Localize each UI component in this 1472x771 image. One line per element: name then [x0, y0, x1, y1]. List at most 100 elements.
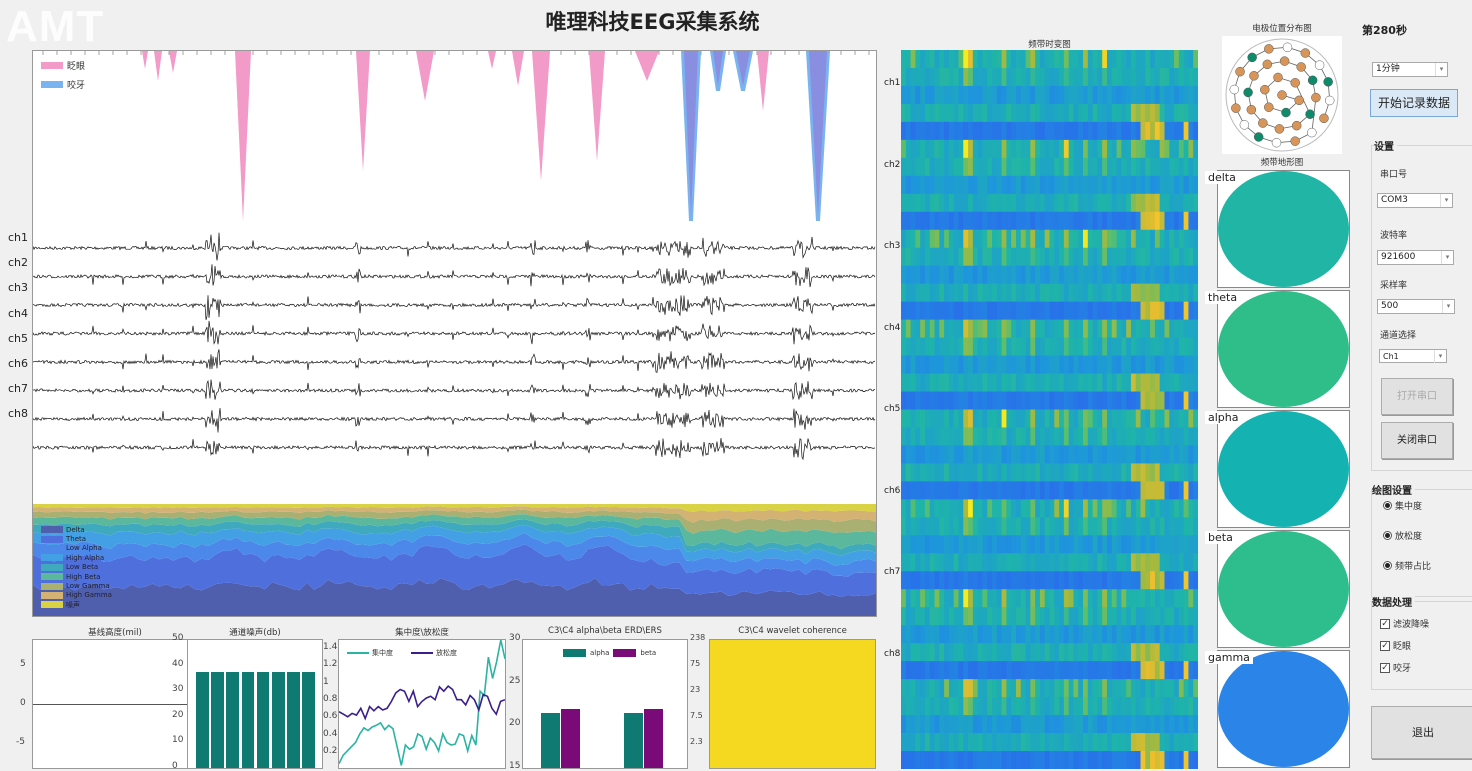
heatmap-cell: [1039, 283, 1046, 303]
heatmap-cell: [1183, 373, 1189, 392]
heatmap-cell: [963, 301, 969, 321]
heatmap-cell: [1164, 409, 1170, 428]
heatmap-cell: [1154, 67, 1161, 87]
heatmap-cell: [987, 589, 993, 608]
checkbox-blink[interactable]: ✓ 眨眼: [1380, 639, 1411, 652]
heatmap-cell: [1130, 103, 1137, 123]
heatmap-cell: [1049, 175, 1055, 195]
start-record-button[interactable]: 开始记录数据: [1370, 89, 1458, 117]
heatmap-cell: [963, 211, 969, 231]
heatmap-cell: [1169, 337, 1175, 356]
heatmap-cell: [1078, 535, 1084, 554]
heatmap-cell: [1178, 50, 1185, 69]
heatmap-cell: [1174, 175, 1180, 195]
heatmap-cell: [1111, 427, 1117, 446]
heatmap-cell: [924, 265, 931, 285]
heatmap-cell: [1087, 391, 1094, 410]
heatmap-cell: [920, 715, 926, 734]
heatmap-cell: [1111, 607, 1117, 626]
heatmap-cell: [1135, 427, 1141, 446]
heatmap-cell: [996, 499, 1002, 518]
heatmap-cell: [948, 643, 955, 662]
heatmap-cell: [1083, 247, 1089, 267]
heatmap-cell: [1183, 211, 1189, 231]
heatmap-cell: [939, 211, 945, 231]
heatmap-cell: [1068, 697, 1074, 716]
heatmap-cell: [1130, 319, 1137, 339]
heatmap-cell: [1020, 211, 1026, 231]
heatmap-cell: [901, 283, 907, 303]
heatmap-cell: [982, 50, 988, 69]
heatmap-cell: [1001, 445, 1007, 464]
heatmap-cell: [1135, 211, 1141, 231]
heatmap-cell: [1106, 337, 1113, 356]
baud-dropdown[interactable]: 921600 ▾: [1377, 250, 1454, 265]
heatmap-cell: [1011, 463, 1017, 482]
heatmap-cell: [915, 301, 921, 321]
heatmap-cell: [1001, 733, 1007, 752]
rate-dropdown[interactable]: 500 ▾: [1377, 299, 1455, 314]
radio-focus[interactable]: 集中度: [1383, 499, 1422, 512]
checkbox-bite[interactable]: ✓ 咬牙: [1380, 661, 1411, 674]
open-port-button[interactable]: 打开串口: [1381, 378, 1453, 415]
heatmap-cell: [972, 733, 979, 752]
heatmap-cell: [1116, 139, 1122, 159]
heatmap-cell: [1097, 733, 1103, 752]
heatmap-cell: [1063, 283, 1070, 303]
heatmap-cell: [996, 319, 1002, 339]
close-port-button[interactable]: 关闭串口: [1381, 422, 1453, 459]
heatmap-cell: [920, 265, 926, 285]
heatmap-cell: [1035, 697, 1041, 716]
heatmap-cell: [1145, 661, 1151, 680]
chevron-down-icon: ▾: [1435, 63, 1447, 76]
duration-dropdown[interactable]: 1分钟 ▾: [1372, 62, 1448, 77]
heatmap-cell: [1154, 85, 1161, 105]
heatmap-cell: [1030, 139, 1036, 159]
heatmap-cell: [1073, 481, 1079, 500]
heatmap-cell: [963, 391, 969, 410]
heatmap-cell: [968, 103, 974, 123]
heatmap-cell: [1111, 67, 1117, 87]
heatmap-cell: [1154, 499, 1161, 518]
heatmap-cell: [1169, 589, 1175, 608]
heatmap-cell: [996, 751, 1002, 769]
heatmap-cell: [944, 283, 950, 303]
heatmap-cell: [934, 409, 940, 428]
channel-dropdown[interactable]: Ch1 ▾: [1379, 349, 1447, 363]
heatmap-cell: [1011, 301, 1017, 321]
heatmap-cell: [1011, 247, 1017, 267]
blink-event: [235, 51, 251, 221]
heatmap-cell: [934, 211, 940, 231]
heatmap-cell: [1159, 751, 1165, 769]
heatmap-cell: [1001, 373, 1007, 392]
heatmap-cell: [1092, 481, 1098, 500]
heatmap-cell: [1068, 535, 1074, 554]
heatmap-cell: [1030, 715, 1036, 734]
heatmap-cell: [1126, 319, 1132, 339]
heatmap-cell: [1178, 571, 1185, 590]
radio-relax[interactable]: 放松度: [1383, 529, 1422, 542]
eeg-trace-ch1: [33, 232, 876, 261]
heatmap-cell: [1116, 391, 1122, 410]
heatmap-cell: [1054, 697, 1060, 716]
chevron-down-icon: ▾: [1442, 300, 1454, 313]
exit-button[interactable]: 退出: [1371, 706, 1472, 759]
heatmap-cell: [1039, 67, 1046, 87]
heatmap-cell: [953, 373, 959, 392]
checkbox-filter[interactable]: ✓ 滤波降噪: [1380, 617, 1429, 630]
heatmap-cell: [1049, 355, 1055, 374]
port-dropdown[interactable]: COM3 ▾: [1377, 193, 1453, 208]
heatmap-cell: [1011, 373, 1017, 392]
heatmap-cell: [953, 229, 959, 249]
heatmap-cell: [929, 715, 935, 734]
heatmap-cell: [1188, 50, 1194, 69]
heatmap-cell: [992, 715, 998, 734]
heatmap-cell: [1063, 679, 1070, 698]
heatmap-cell: [1188, 733, 1194, 752]
radio-band-ratio[interactable]: 频带占比: [1383, 559, 1431, 572]
heatmap-cell: [1111, 661, 1117, 680]
heatmap-cell: [1159, 607, 1165, 626]
heatmap-cell: [1059, 751, 1065, 769]
heatmap-cell: [1078, 517, 1084, 536]
heatmap-cell: [1001, 121, 1007, 141]
